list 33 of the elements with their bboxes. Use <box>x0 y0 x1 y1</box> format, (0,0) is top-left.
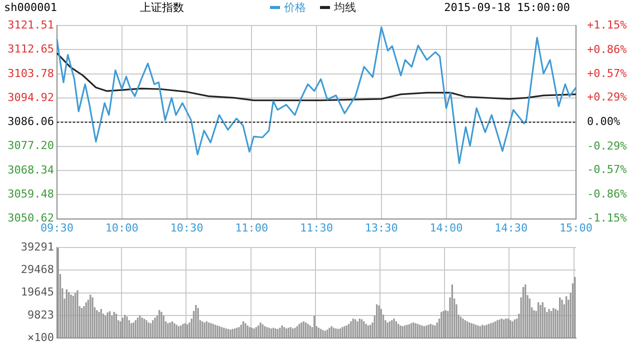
y-tick-label: 3094.92 <box>8 90 54 104</box>
x-tick-label: 10:30 <box>170 221 204 234</box>
y-axis-title: ×100 <box>28 330 54 344</box>
y-tick-label: 19645 <box>20 286 54 299</box>
y-tick-label: 29468 <box>20 263 54 276</box>
x-tick-label: 14:30 <box>494 221 528 234</box>
x-tick-label: 13:30 <box>364 221 398 234</box>
legend-label: 价格 <box>283 1 306 14</box>
x-tick-label: 10:00 <box>105 221 138 234</box>
x-tick-label: 11:00 <box>235 221 268 234</box>
y-tick-label: 3086.06 <box>8 115 54 128</box>
y2-tick-label: -0.86% <box>587 187 628 200</box>
y2-tick-label: +0.86% <box>587 42 628 56</box>
y-tick-label: 3077.20 <box>8 139 54 152</box>
text: sh000001 <box>4 0 57 16</box>
y-tick-label: 3103.78 <box>8 66 54 80</box>
y-tick-label: 9823 <box>28 308 54 322</box>
y2-tick-label: 0.00% <box>587 115 620 128</box>
y-tick-label: 39291 <box>20 240 54 254</box>
x-tick-label: 14:00 <box>430 221 463 234</box>
y2-tick-label: +1.15% <box>587 18 628 32</box>
y-tick-label: 3121.51 <box>8 18 54 32</box>
x-tick-label: 11:30 <box>300 221 334 234</box>
y2-tick-label: -0.57% <box>587 162 628 176</box>
y-tick-label: 3059.48 <box>8 188 54 201</box>
y2-tick-label: +0.57% <box>587 67 628 80</box>
y2-tick-label: -0.29% <box>587 139 628 152</box>
chart-title: 上证指数 <box>140 0 184 16</box>
y2-tick-label: +0.29% <box>587 90 628 104</box>
text: 2015-09-18 15:00:00 <box>444 0 570 16</box>
legend-label: 均线 <box>333 1 356 14</box>
y-tick-label: 3112.65 <box>8 42 54 56</box>
y-tick-label: 3068.34 <box>8 163 54 176</box>
